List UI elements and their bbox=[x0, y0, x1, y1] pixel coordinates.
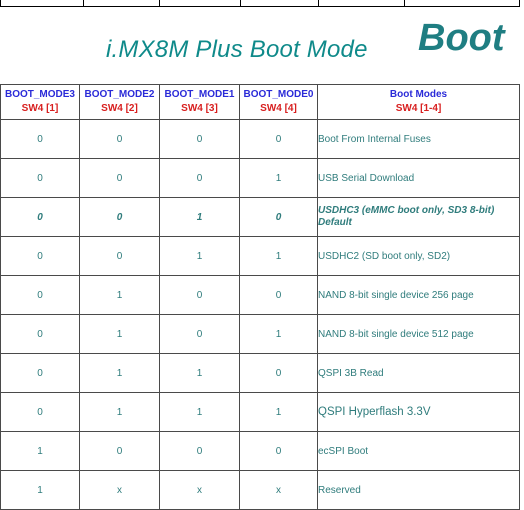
cell-boot-mode0: 0 bbox=[239, 353, 318, 393]
section-word: Boot bbox=[418, 17, 505, 59]
cell-boot-mode0: x bbox=[239, 470, 318, 510]
cell-boot-mode1: 1 bbox=[159, 197, 240, 237]
cell-boot-mode0: 1 bbox=[239, 392, 318, 432]
cell-boot-mode0: 0 bbox=[239, 275, 318, 315]
column-header-boot-mode3: BOOT_MODE3 SW4 [1] bbox=[0, 84, 80, 120]
cell-boot-mode2: 0 bbox=[79, 431, 160, 471]
cell-boot-mode0: 0 bbox=[239, 197, 318, 237]
cell-boot-mode0: 0 bbox=[239, 431, 318, 471]
cell-boot-mode-name: NAND 8-bit single device 512 page bbox=[317, 314, 520, 354]
cell-boot-mode3: 0 bbox=[0, 119, 80, 159]
cell-boot-mode2: 0 bbox=[79, 119, 160, 159]
cell-boot-mode1: 0 bbox=[159, 431, 240, 471]
cell-boot-mode1: 1 bbox=[159, 392, 240, 432]
cell-boot-mode2: 1 bbox=[79, 392, 160, 432]
cell-boot-mode-name: USDHC2 (SD boot only, SD2) bbox=[317, 236, 520, 276]
cell-boot-mode0: 0 bbox=[239, 119, 318, 159]
cell-boot-mode1: 0 bbox=[159, 275, 240, 315]
cell-boot-mode2: 0 bbox=[79, 158, 160, 198]
cell-boot-mode1: 0 bbox=[159, 158, 240, 198]
cell-boot-mode-name: USB Serial Download bbox=[317, 158, 520, 198]
table-row: 0 0 0 1 USB Serial Download bbox=[0, 158, 520, 198]
cell-boot-mode3: 0 bbox=[0, 353, 80, 393]
cell-boot-mode1: 0 bbox=[159, 119, 240, 159]
cell-boot-mode-name: Boot From Internal Fuses bbox=[317, 119, 520, 159]
cell-boot-mode-name: USDHC3 (eMMC boot only, SD3 8-bit) Defaul… bbox=[317, 197, 520, 237]
cell-boot-mode3: 1 bbox=[0, 431, 80, 471]
table-row: 0 0 1 1 USDHC2 (SD boot only, SD2) bbox=[0, 236, 520, 276]
table-row: 0 0 0 0 Boot From Internal Fuses bbox=[0, 119, 520, 159]
cell-boot-mode3: 0 bbox=[0, 236, 80, 276]
cell-boot-mode-name: QSPI Hyperflash 3.3V bbox=[317, 392, 520, 432]
column-header-boot-mode2: BOOT_MODE2 SW4 [2] bbox=[79, 84, 160, 120]
table-row: 0 1 1 0 QSPI 3B Read bbox=[0, 353, 520, 393]
cell-boot-mode0: 1 bbox=[239, 158, 318, 198]
cell-boot-mode2: 1 bbox=[79, 314, 160, 354]
cell-boot-mode3: 0 bbox=[0, 197, 80, 237]
table-row: 0 1 0 0 NAND 8-bit single device 256 pag… bbox=[0, 275, 520, 315]
previous-table-edge bbox=[0, 0, 520, 7]
cell-boot-mode1: 1 bbox=[159, 353, 240, 393]
table-row: 0 1 1 1 QSPI Hyperflash 3.3V bbox=[0, 392, 520, 432]
cell-boot-mode3: 0 bbox=[0, 275, 80, 315]
table-row: 0 1 0 1 NAND 8-bit single device 512 pag… bbox=[0, 314, 520, 354]
cell-boot-mode-name: NAND 8-bit single device 256 page bbox=[317, 275, 520, 315]
column-header-boot-modes: Boot Modes SW4 [1-4] bbox=[317, 84, 520, 120]
cell-boot-mode0: 1 bbox=[239, 236, 318, 276]
cell-boot-mode-name: ecSPI Boot bbox=[317, 431, 520, 471]
cell-boot-mode-name: QSPI 3B Read bbox=[317, 353, 520, 393]
cell-boot-mode3: 0 bbox=[0, 314, 80, 354]
cell-boot-mode1: 0 bbox=[159, 314, 240, 354]
cell-boot-mode3: 1 bbox=[0, 470, 80, 510]
cell-boot-mode2: 0 bbox=[79, 236, 160, 276]
cell-boot-mode2: 1 bbox=[79, 275, 160, 315]
boot-mode-table: BOOT_MODE3 SW4 [1] BOOT_MODE2 SW4 [2] BOOT… bbox=[0, 84, 520, 510]
cell-boot-mode2: x bbox=[79, 470, 160, 510]
table-row-default: 0 0 1 0 USDHC3 (eMMC boot only, SD3 8-bi… bbox=[0, 197, 520, 237]
column-header-boot-mode1: BOOT_MODE1 SW4 [3] bbox=[159, 84, 240, 120]
table-row: 1 x x x Reserved bbox=[0, 470, 520, 510]
cell-boot-mode2: 1 bbox=[79, 353, 160, 393]
table-row: 1 0 0 0 ecSPI Boot bbox=[0, 431, 520, 471]
page-title: i.MX8M Plus Boot Mode bbox=[106, 36, 368, 63]
cell-boot-mode2: 0 bbox=[79, 197, 160, 237]
cell-boot-mode0: 1 bbox=[239, 314, 318, 354]
cell-boot-mode1: x bbox=[159, 470, 240, 510]
default-label: Default bbox=[318, 217, 352, 228]
column-header-boot-mode0: BOOT_MODE0 SW4 [4] bbox=[239, 84, 318, 120]
cell-boot-mode3: 0 bbox=[0, 392, 80, 432]
table-header-row: BOOT_MODE3 SW4 [1] BOOT_MODE2 SW4 [2] BOOT… bbox=[0, 84, 520, 120]
boot-mode-name: USDHC3 (eMMC boot only, SD3 8-bit) bbox=[318, 205, 495, 216]
cell-boot-mode-name: Reserved bbox=[317, 470, 520, 510]
cell-boot-mode3: 0 bbox=[0, 158, 80, 198]
cell-boot-mode1: 1 bbox=[159, 236, 240, 276]
